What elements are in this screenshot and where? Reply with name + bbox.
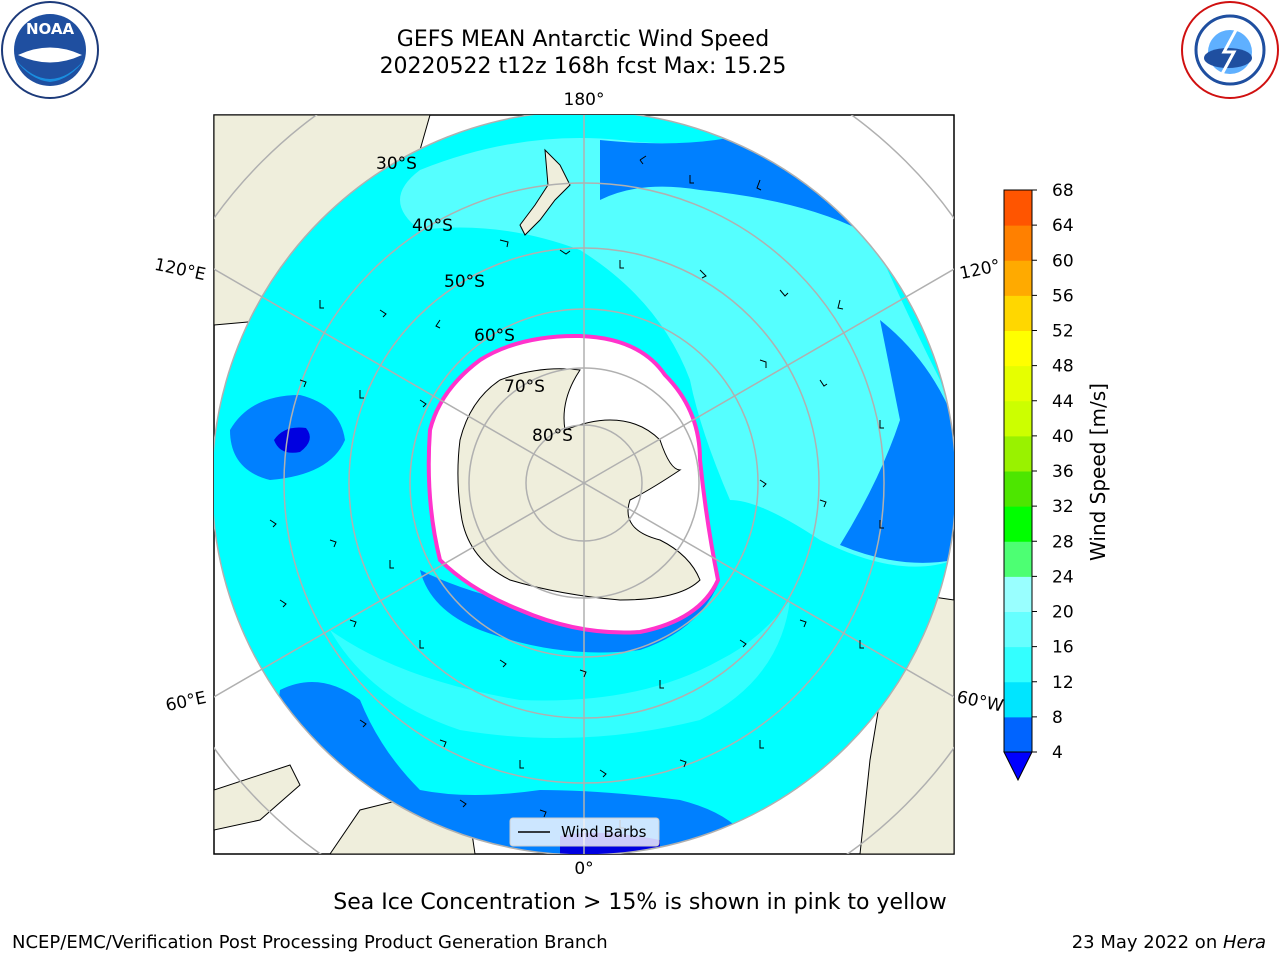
footer-credit: NCEP/EMC/Verification Post Processing Pr… [12,932,608,953]
colorbar-tick-label: 24 [1052,567,1074,587]
colorbar-segment [1004,646,1032,683]
lon-label-bottom: 0° [574,859,593,879]
lon-label-60w: 60°W [955,687,1005,716]
colorbar-segment [1004,260,1032,296]
colorbar-under-extension [1003,751,1033,782]
colorbar-tick-label: 52 [1052,322,1074,342]
noaa-logo: NOAA [1,1,99,99]
chart-subtitle: 20220522 t12z 168h fcst Max: 15.25 [379,54,787,79]
colorbar-tick-label: 40 [1052,427,1074,447]
colorbar-tick-label: 32 [1052,497,1074,517]
wind-barbs-legend: Wind Barbs [509,817,660,847]
chart-title: GEFS MEAN Antarctic Wind Speed [396,27,770,52]
colorbar-tick-label: 44 [1052,392,1074,412]
lon-label-top: 180° [564,90,605,110]
colorbar-segment [1004,295,1032,331]
colorbar-segment [1004,330,1032,367]
colorbar-tick-label: 36 [1052,462,1074,482]
noaa-logo-text: NOAA [26,20,75,38]
colorbar-tick-label: 20 [1052,603,1074,623]
map-caption: Sea Ice Concentration > 15% is shown in … [333,890,947,915]
colorbar-tick-label: 28 [1052,532,1074,552]
colorbar-tick-label: 8 [1052,708,1063,728]
legend-label: Wind Barbs [561,823,647,841]
colorbar-segment [1004,471,1032,507]
colorbar-segment [1004,716,1032,753]
colorbar-segment [1004,435,1032,472]
lat-label-70s: 70°S [504,377,545,397]
colorbar-label: Wind Speed [m/s] [1086,383,1110,561]
colorbar-segment [1004,576,1032,612]
colorbar-segment [1004,190,1032,226]
colorbar-segment [1004,611,1032,648]
colorbar-tick-label: 68 [1052,181,1074,201]
colorbar-segment [1004,681,1032,718]
colorbar-tick-label: 48 [1052,357,1074,377]
lon-label-120e: 120°E [153,255,208,285]
colorbar-segment [1004,400,1032,437]
lat-label-60s: 60°S [474,326,515,346]
lat-label-40s: 40°S [412,216,453,236]
footer-date-text: 23 May 2022 on [1071,932,1223,953]
colorbar-segment [1004,541,1032,577]
colorbar-tick-label: 4 [1052,743,1063,763]
footer-date: 23 May 2022 on Hera [1072,932,1266,953]
lat-label-30s: 30°S [376,154,417,174]
colorbar-tick-label: 64 [1052,216,1074,236]
colorbar-tick-label: 16 [1052,638,1074,658]
colorbar-tick-label: 60 [1052,251,1074,271]
footer-host: Hera [1222,932,1266,953]
colorbar-tick-label: 56 [1052,286,1074,306]
lon-label-120w: 120° [958,256,1002,284]
wind-barbs [269,155,884,829]
lat-label-80s: 80°S [532,426,573,446]
colorbar-segment [1004,225,1032,261]
lat-label-50s: 50°S [444,272,485,292]
colorbar-tick-label: 12 [1052,673,1074,693]
colorbar-segment [1004,506,1032,542]
lon-label-60e: 60°E [164,688,208,716]
map-content: 30°S 40°S 50°S 60°S 70°S 80°S Wind Barbs [214,115,954,854]
nws-logo [1181,1,1279,99]
colorbar-segment [1004,365,1032,402]
